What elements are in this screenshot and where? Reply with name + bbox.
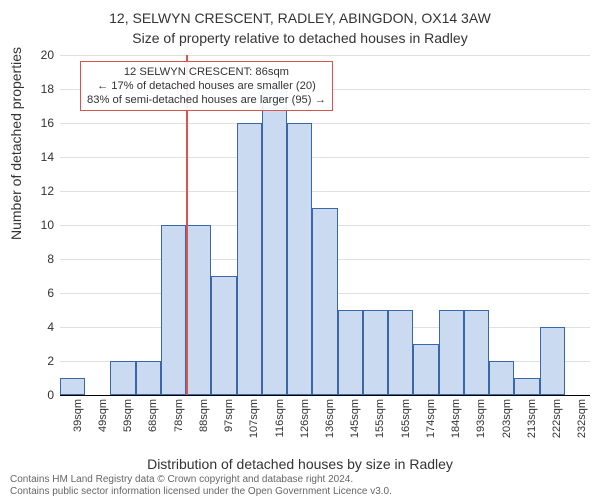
- chart-container: 12, SELWYN CRESCENT, RADLEY, ABINGDON, O…: [0, 0, 600, 500]
- y-tick: 12: [41, 184, 54, 198]
- grid-line: [60, 55, 590, 56]
- y-tick: 6: [47, 286, 54, 300]
- x-tick: 78sqm: [173, 399, 185, 432]
- x-tick: 165sqm: [400, 399, 412, 438]
- y-tick: 0: [47, 388, 54, 402]
- x-tick: 193sqm: [475, 399, 487, 438]
- x-tick: 88sqm: [198, 399, 210, 432]
- x-tick: 136sqm: [324, 399, 336, 438]
- x-tick: 59sqm: [122, 399, 134, 432]
- x-tick: 68sqm: [147, 399, 159, 432]
- x-tick: 232sqm: [576, 399, 588, 438]
- histogram-bar: [312, 208, 337, 395]
- grid-line: [60, 191, 590, 192]
- histogram-bar: [464, 310, 489, 395]
- histogram-bar: [439, 310, 464, 395]
- x-tick: 222sqm: [551, 399, 563, 438]
- x-tick: 49sqm: [97, 399, 109, 432]
- y-tick: 16: [41, 116, 54, 130]
- x-tick: 116sqm: [274, 399, 286, 437]
- histogram-bar: [262, 89, 287, 395]
- histogram-bar: [136, 361, 161, 395]
- license-text: Contains HM Land Registry data © Crown c…: [10, 474, 590, 498]
- annotation-box: 12 SELWYN CRESCENT: 86sqm ← 17% of detac…: [80, 61, 333, 111]
- y-tick: 18: [41, 82, 54, 96]
- grid-line: [60, 157, 590, 158]
- histogram-bar: [110, 361, 135, 395]
- license-line2: Contains public sector information licen…: [10, 486, 392, 497]
- histogram-bar: [161, 225, 186, 395]
- histogram-bar: [363, 310, 388, 395]
- y-tick: 14: [41, 150, 54, 164]
- x-tick: 184sqm: [450, 399, 462, 438]
- x-tick: 97sqm: [223, 399, 235, 432]
- histogram-bar: [237, 123, 262, 395]
- chart-title-desc: Size of property relative to detached ho…: [0, 30, 600, 46]
- histogram-bar: [60, 378, 85, 395]
- x-tick: 203sqm: [501, 399, 513, 438]
- x-tick: 213sqm: [526, 399, 538, 438]
- plot-area: 0246810121416182039sqm49sqm59sqm68sqm78s…: [60, 55, 590, 396]
- x-tick: 39sqm: [72, 399, 84, 432]
- x-tick: 126sqm: [299, 399, 311, 438]
- histogram-bar: [211, 276, 236, 395]
- annotation-line-property: 12 SELWYN CRESCENT: 86sqm: [87, 65, 326, 79]
- annotation-line-larger: 83% of semi-detached houses are larger (…: [87, 93, 326, 107]
- x-tick: 174sqm: [425, 399, 437, 438]
- y-tick: 2: [47, 354, 54, 368]
- y-tick: 8: [47, 252, 54, 266]
- x-tick: 107sqm: [248, 399, 260, 438]
- histogram-bar: [287, 123, 312, 395]
- y-tick: 10: [41, 218, 54, 232]
- histogram-bar: [514, 378, 539, 395]
- histogram-bar: [540, 327, 565, 395]
- y-axis-label: Number of detached properties: [8, 47, 24, 240]
- histogram-bar: [388, 310, 413, 395]
- license-line1: Contains HM Land Registry data © Crown c…: [10, 474, 353, 485]
- histogram-bar: [489, 361, 514, 395]
- x-axis-label: Distribution of detached houses by size …: [0, 456, 600, 472]
- annotation-line-smaller: ← 17% of detached houses are smaller (20…: [87, 79, 326, 93]
- grid-line: [60, 123, 590, 124]
- x-tick: 145sqm: [349, 399, 361, 438]
- y-tick: 4: [47, 320, 54, 334]
- x-tick: 155sqm: [374, 399, 386, 438]
- histogram-bar: [338, 310, 363, 395]
- y-tick: 20: [41, 48, 54, 62]
- chart-title-address: 12, SELWYN CRESCENT, RADLEY, ABINGDON, O…: [0, 10, 600, 26]
- histogram-bar: [413, 344, 438, 395]
- histogram-bar: [186, 225, 211, 395]
